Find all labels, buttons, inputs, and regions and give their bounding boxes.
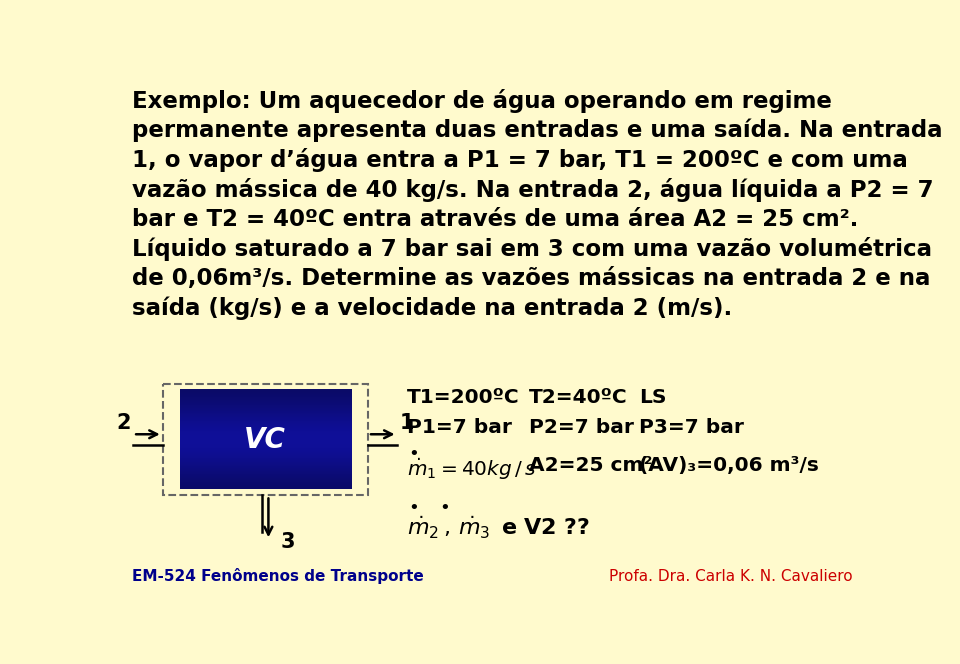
Text: P1=7 bar: P1=7 bar: [407, 418, 512, 438]
Text: T1=200ºC: T1=200ºC: [407, 388, 519, 406]
Text: 1: 1: [399, 413, 414, 433]
Text: LS: LS: [639, 388, 667, 406]
Text: •: •: [408, 446, 420, 463]
Text: •: •: [440, 499, 450, 517]
Text: VC: VC: [245, 426, 286, 454]
Bar: [162, 384, 368, 495]
Text: P3=7 bar: P3=7 bar: [639, 418, 744, 438]
Text: EM-524 Fenômenos de Transporte: EM-524 Fenômenos de Transporte: [132, 568, 423, 584]
Text: 3: 3: [281, 532, 296, 552]
Text: P2=7 bar: P2=7 bar: [529, 418, 634, 438]
Text: $\dot{m}_1 = 40kg\,/\,s$: $\dot{m}_1 = 40kg\,/\,s$: [407, 456, 537, 482]
Text: Exemplo: Um aquecedor de água operando em regime
permanente apresenta duas entra: Exemplo: Um aquecedor de água operando e…: [132, 89, 942, 319]
Text: T2=40ºC: T2=40ºC: [529, 388, 628, 406]
Text: 2: 2: [116, 413, 132, 433]
Text: Profa. Dra. Carla K. N. Cavaliero: Profa. Dra. Carla K. N. Cavaliero: [609, 569, 852, 584]
Text: •: •: [408, 499, 420, 517]
Text: $\dot{m}_2\,,\,\dot{m}_3\,\mathbf{\ e\ V2\ ??}$: $\dot{m}_2\,,\,\dot{m}_3\,\mathbf{\ e\ V…: [407, 515, 589, 541]
Text: A2=25 cm²: A2=25 cm²: [529, 456, 653, 475]
Text: (AV)₃=0,06 m³/s: (AV)₃=0,06 m³/s: [639, 456, 819, 475]
